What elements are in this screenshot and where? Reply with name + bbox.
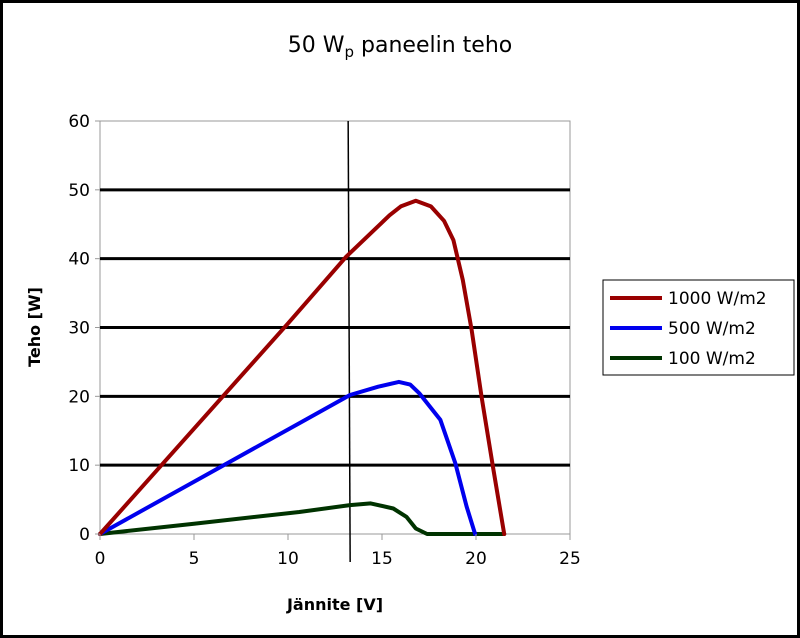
vertical-marker-line xyxy=(347,120,351,563)
y-tick-label: 40 xyxy=(68,250,90,270)
y-tick-label: 50 xyxy=(68,181,90,201)
x-tick-label: 0 xyxy=(95,549,106,569)
chart-title: 50 Wp paneelin teho xyxy=(288,33,512,61)
y-axis-label: Teho [W] xyxy=(25,287,44,367)
y-tick-label: 60 xyxy=(68,112,90,132)
y-tick-label: 30 xyxy=(68,319,90,339)
x-tick-label: 5 xyxy=(189,549,200,569)
legend-label: 100 W/m2 xyxy=(668,349,756,369)
legend: 1000 W/m2 500 W/m2 100 W/m2 xyxy=(602,279,795,376)
series-line xyxy=(98,198,507,536)
series-line xyxy=(98,501,507,536)
y-tick-label: 20 xyxy=(68,387,90,407)
y-tick-label: 0 xyxy=(79,525,90,545)
legend-label: 1000 W/m2 xyxy=(668,289,767,309)
x-axis-label: Jännite [V] xyxy=(286,595,383,614)
x-tick-label: 20 xyxy=(465,549,487,569)
x-tick-label: 10 xyxy=(277,549,299,569)
x-tick-label: 15 xyxy=(371,549,393,569)
y-tick-label: 10 xyxy=(68,456,90,476)
legend-label: 500 W/m2 xyxy=(668,319,756,339)
x-tick-label: 25 xyxy=(559,549,581,569)
series-line xyxy=(98,379,478,536)
